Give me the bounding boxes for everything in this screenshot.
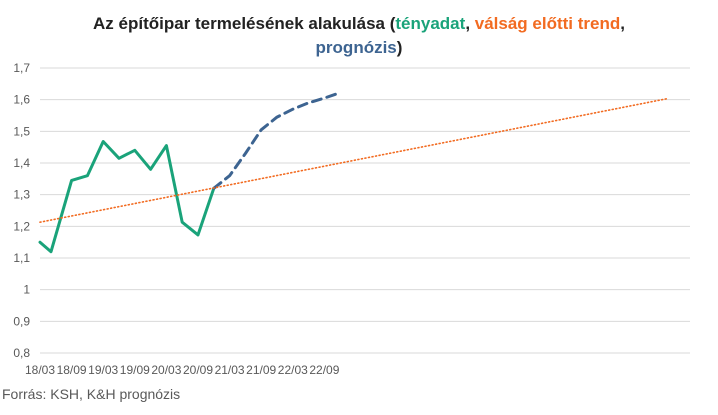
x-tick-label: 18/03 [25, 363, 55, 377]
y-axis-tick-labels: 0,8 0,9 1 1,1 1,2 1,3 1,4 1,5 1,6 1,7 [13, 61, 30, 360]
title-separator-2: , [620, 14, 625, 33]
x-tick-label: 21/03 [215, 363, 245, 377]
title-open-paren: ( [385, 14, 396, 33]
series-line-dotted [39, 97, 668, 223]
chart-title: Az építőipar termelésének alakulása (tén… [0, 12, 718, 60]
title-separator-1: , [465, 14, 475, 33]
x-tick-label: 18/09 [57, 363, 87, 377]
title-actual-label: tényadat [395, 14, 466, 33]
y-tick-label: 1,7 [13, 61, 30, 75]
y-tick-label: 0,9 [13, 314, 30, 328]
y-tick-label: 1,5 [13, 124, 30, 138]
y-tick-label: 1,1 [13, 251, 30, 265]
y-tick-label: 0,8 [13, 346, 30, 360]
x-tick-label: 22/09 [309, 363, 339, 377]
x-axis-tick-labels: 18/03 18/09 19/03 19/09 20/03 20/09 21/03 21/09… [25, 363, 340, 377]
x-tick-label: 20/09 [183, 363, 213, 377]
gridlines [40, 67, 690, 354]
x-tick-label: 19/03 [88, 363, 118, 377]
source-note: Forrás: KSH, K&H prognózis [2, 386, 181, 402]
x-tick-label: 20/03 [151, 363, 181, 377]
title-main: Az építőipar termelésének alakulása [93, 14, 385, 33]
title-forecast-label: prognózis [315, 38, 397, 57]
y-tick-label: 1,2 [13, 219, 30, 233]
title-trend-label: válság előtti trend [474, 14, 621, 33]
y-tick-label: 1,4 [13, 156, 30, 170]
x-tick-label: 21/09 [246, 363, 276, 377]
y-tick-label: 1 [23, 283, 30, 297]
series-line-solid [38, 140, 216, 254]
y-tick-label: 1,6 [13, 93, 30, 107]
x-tick-label: 19/09 [120, 363, 150, 377]
x-tick-label: 22/03 [278, 363, 308, 377]
y-tick-label: 1,3 [13, 188, 30, 202]
title-close-paren: ) [396, 38, 403, 57]
series-lines [38, 91, 668, 254]
series-line-dashed [212, 91, 342, 190]
